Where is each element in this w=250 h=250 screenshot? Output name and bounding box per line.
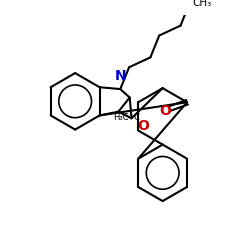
Text: H₃C: H₃C bbox=[113, 113, 129, 122]
Text: C: C bbox=[134, 113, 139, 122]
Text: O: O bbox=[160, 104, 172, 118]
Text: CH₃: CH₃ bbox=[192, 0, 212, 8]
Text: O: O bbox=[137, 119, 149, 133]
Text: N: N bbox=[114, 68, 126, 82]
